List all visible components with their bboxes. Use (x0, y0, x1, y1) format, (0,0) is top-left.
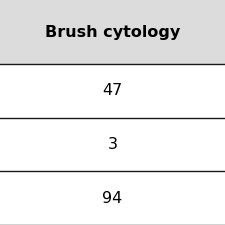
Text: 3: 3 (108, 137, 117, 152)
Text: Brush cytology: Brush cytology (45, 25, 180, 40)
Text: 94: 94 (102, 191, 123, 206)
Text: 47: 47 (102, 83, 123, 98)
Bar (0, 0, 225, 64)
